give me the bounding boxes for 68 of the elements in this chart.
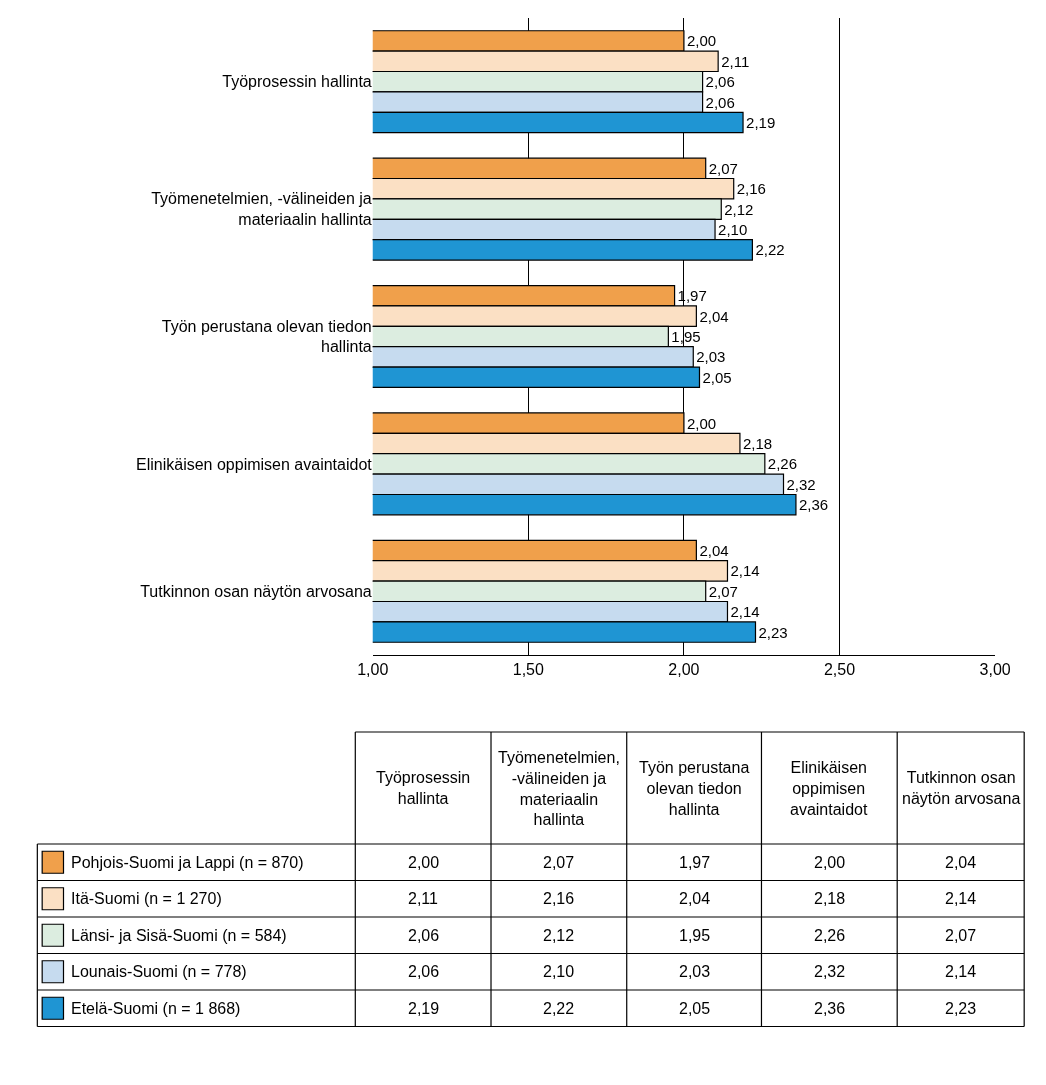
x-tick-label: 3,00 xyxy=(979,661,1011,679)
data-label: 2,14 xyxy=(730,562,760,580)
text: 1,95 xyxy=(679,927,711,944)
text: 2,36 xyxy=(814,1000,846,1017)
x-tick-label: 1,50 xyxy=(512,661,544,679)
category-label: Elinikäisen oppimisen avaintaidot xyxy=(790,759,868,818)
x-tick-label: 2,50 xyxy=(823,661,856,679)
data-label: 2,26 xyxy=(767,455,798,473)
legend-label: Lounais-Suomi (n = 778) xyxy=(71,963,247,980)
data-label: 2,06 xyxy=(705,93,735,111)
text: 2,04 xyxy=(679,890,711,907)
data-label: 2,11 xyxy=(721,52,750,70)
data-label: 2,36 xyxy=(798,496,829,514)
text: 2,14 xyxy=(945,890,977,907)
text: 2,12 xyxy=(543,927,575,944)
category-label: Työn perustana olevan tiedon hallinta xyxy=(639,759,750,818)
text: 2,11 xyxy=(408,890,438,907)
legend-label: Pohjois-Suomi ja Lappi (n = 870) xyxy=(71,854,304,871)
text: 2,03 xyxy=(679,963,711,980)
category-label: Työmenetelmien, -välineiden ja materiaalin hallinta xyxy=(498,749,620,829)
data-label: 2,10 xyxy=(718,220,748,238)
text: 2,23 xyxy=(945,1000,977,1017)
text: 2,19 xyxy=(408,1000,440,1017)
category-label: Tutkinnon osan näytön arvosana xyxy=(902,769,1021,807)
text: 2,22 xyxy=(543,1000,575,1017)
data-label: 2,16 xyxy=(736,180,766,198)
data-label: 2,06 xyxy=(705,73,735,91)
legend-label: Länsi- ja Sisä-Suomi (n = 584) xyxy=(71,927,287,944)
data-label: 2,14 xyxy=(730,603,760,621)
x-tick-label: 1,00 xyxy=(357,661,389,679)
text: 2,26 xyxy=(814,927,846,944)
data-label: 2,23 xyxy=(758,623,788,641)
text: 2,14 xyxy=(945,963,977,980)
text: 2,32 xyxy=(814,963,846,980)
data-label: 2,04 xyxy=(699,307,729,325)
y-tick-label: Työn perustana olevan tiedon hallinta xyxy=(161,317,372,356)
data-label: 2,07 xyxy=(708,582,738,600)
text: 2,00 xyxy=(408,854,440,871)
data-label: 2,19 xyxy=(746,113,776,131)
text: 2,07 xyxy=(945,927,977,944)
text: 2,16 xyxy=(543,890,575,907)
y-tick-label: Työmenetelmien, -välineiden ja materiaalin hallinta xyxy=(151,190,372,229)
data-label: 2,32 xyxy=(786,475,816,493)
data-label: 2,07 xyxy=(708,159,738,177)
y-tick-label: Elinikäisen oppimisen avaintaidot xyxy=(136,455,373,473)
data-label: 2,04 xyxy=(699,542,729,560)
category-label: Työprosessin hallinta xyxy=(376,769,471,807)
y-tick-label: Työprosessin hallinta xyxy=(222,73,372,91)
x-tick-label: 2,00 xyxy=(668,661,700,679)
text: 2,00 xyxy=(814,854,846,871)
text: 2,07 xyxy=(543,854,575,871)
text: 2,06 xyxy=(408,963,440,980)
text: 2,18 xyxy=(814,890,846,907)
data-label: 2,12 xyxy=(724,200,754,218)
data-label: 2,03 xyxy=(696,348,726,366)
data-label: 2,00 xyxy=(686,32,717,50)
data-label: 2,00 xyxy=(686,414,717,432)
text: 2,10 xyxy=(543,963,575,980)
text: 1,97 xyxy=(679,854,711,871)
text: 2,06 xyxy=(408,927,440,944)
text: 2,04 xyxy=(945,854,977,871)
legend-label: Etelä-Suomi (n = 1 868) xyxy=(71,1000,241,1017)
data-label: 2,05 xyxy=(702,368,732,386)
y-tick-label: Tutkinnon osan näytön arvosana xyxy=(140,582,372,600)
data-label: 2,22 xyxy=(755,241,785,259)
text: 2,05 xyxy=(679,1000,711,1017)
legend-label: Itä-Suomi (n = 1 270) xyxy=(71,890,222,907)
data-label: 2,18 xyxy=(742,435,773,453)
